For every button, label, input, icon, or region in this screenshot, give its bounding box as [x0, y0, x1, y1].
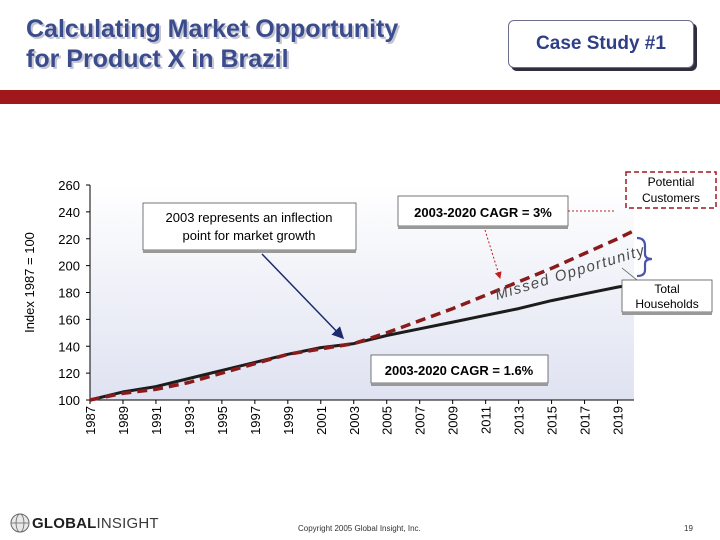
title-line-1: Calculating Market Opportunity [26, 15, 399, 43]
y-tick-label: 260 [58, 178, 80, 193]
y-tick-label: 140 [58, 339, 80, 354]
y-tick-label: 200 [58, 259, 80, 274]
x-tick-label: 2017 [578, 406, 593, 435]
cagr-top-box-shadow [398, 226, 568, 229]
inflection-text-line-2: point for market growth [183, 228, 316, 243]
total-households-pointer [621, 267, 638, 281]
potential-customers-box [625, 171, 717, 209]
title-line-2: for Product X in Brazil [26, 45, 289, 73]
x-tick-label: 1987 [83, 406, 98, 435]
x-tick-label: 1999 [281, 406, 296, 435]
x-tick-label: 2005 [380, 406, 395, 435]
x-tick-label: 1995 [215, 406, 230, 435]
cagr-top-arrow [484, 229, 502, 279]
y-tick-label: 240 [58, 205, 80, 220]
slide-title: Calculating Market Opportunity for Produ… [26, 14, 398, 74]
cagr-top-box [397, 195, 569, 227]
y-tick-label: 120 [58, 366, 80, 381]
inflection-box [142, 202, 357, 251]
x-tick-label: 2013 [512, 406, 527, 435]
logo-word-2: INSIGHT [96, 514, 159, 532]
inflection-arrow [261, 253, 345, 340]
inflection-box-shadow [143, 250, 356, 253]
logo-word-1: GLOBAL [32, 514, 97, 532]
y-tick-label: 220 [58, 232, 80, 247]
case-study-badge: Case Study #1 [508, 20, 694, 68]
y-tick-label: 180 [58, 286, 80, 301]
y-axis-title: Index 1987 = 100 [22, 232, 37, 333]
x-tick-label: 1993 [182, 406, 197, 435]
series-line-customers [89, 229, 635, 402]
page-number: 19 [684, 524, 693, 533]
inflection-text-line-1: 2003 represents an inflection [166, 210, 333, 225]
total-households-box-shadow [622, 312, 712, 315]
potential-customers-line-2: Customers [642, 191, 700, 205]
cagr-bottom-box-shadow [371, 383, 548, 386]
global-insight-logo: GLOBALINSIGHT [8, 512, 159, 534]
logo-globe-icon [10, 513, 30, 533]
x-tick-label: 2011 [479, 406, 494, 434]
series-line-households [89, 282, 635, 402]
y-tick-label: 100 [58, 393, 80, 408]
x-tick-label: 1997 [248, 406, 263, 435]
y-tick-label: 160 [58, 312, 80, 327]
total-households-line-1: Total [654, 282, 679, 296]
x-tick-label: 1991 [149, 406, 164, 435]
copyright-text: Copyright 2005 Global Insight, Inc. [298, 524, 421, 533]
x-tick-label: 2009 [446, 406, 461, 435]
total-households-line-2: Households [635, 297, 698, 311]
x-tick-label: 2019 [611, 406, 626, 435]
x-tick-label: 1989 [116, 406, 131, 435]
cagr-top-text: 2003-2020 CAGR = 3% [414, 205, 552, 220]
cagr-bottom-text: 2003-2020 CAGR = 1.6% [385, 363, 534, 378]
x-tick-label: 2015 [545, 406, 560, 435]
accent-bar [0, 90, 720, 104]
x-tick-label: 2001 [314, 406, 329, 435]
x-tick-label: 2007 [413, 406, 428, 435]
x-tick-label: 2003 [347, 406, 362, 435]
potential-customers-line-1: Potential [648, 175, 695, 189]
cagr-bottom-box [370, 354, 549, 384]
total-households-box [621, 279, 713, 313]
gap-bracket [636, 236, 653, 278]
